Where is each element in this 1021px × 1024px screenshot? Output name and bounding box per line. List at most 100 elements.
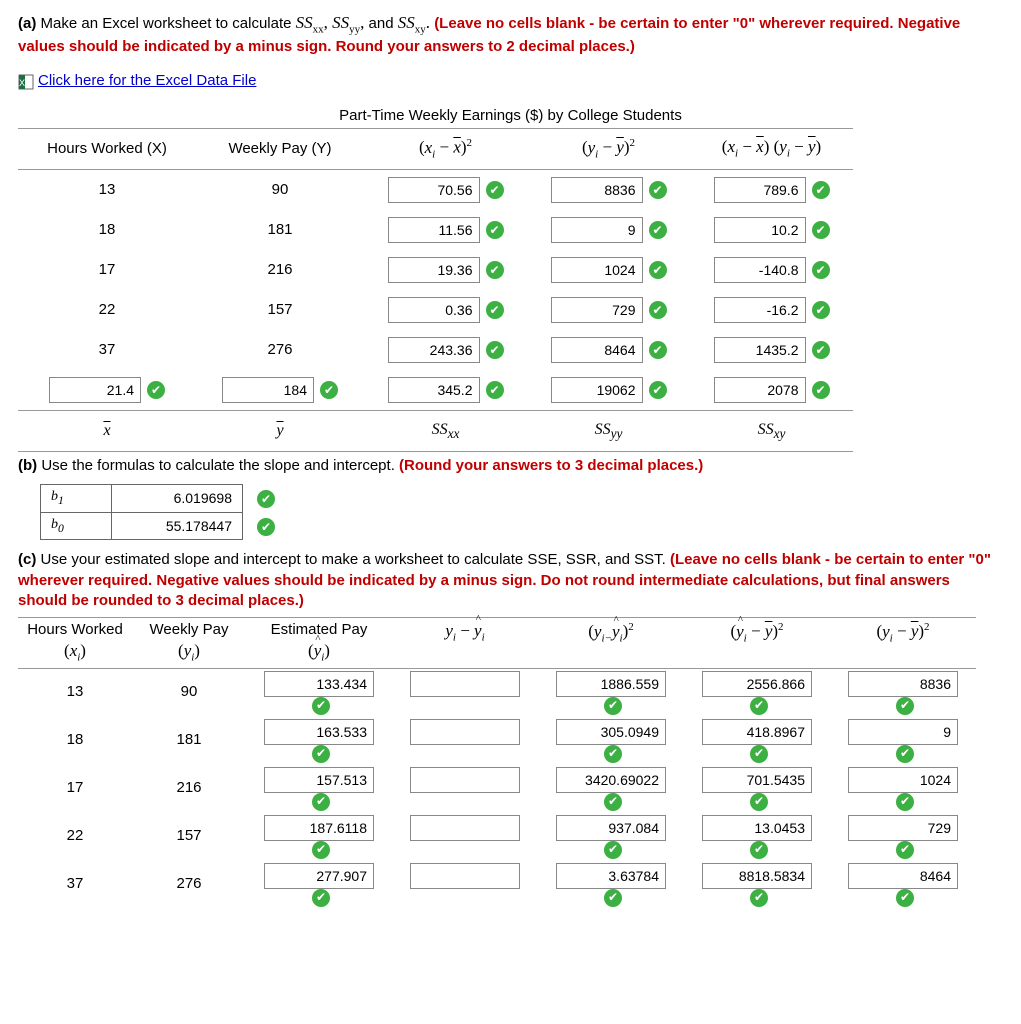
ssr-input[interactable]: 2556.866 xyxy=(702,671,812,697)
yy-input[interactable]: 8836 xyxy=(551,177,643,203)
table-row: 13 90 133.434✔ 1886.559✔ 2556.866✔ 8836✔ xyxy=(18,668,976,717)
c-h3: Estimated Pay(yi) xyxy=(246,618,392,668)
sse-input[interactable]: 937.084 xyxy=(556,815,666,841)
xx-input[interactable]: 19.36 xyxy=(388,257,480,283)
hdr-xy: (xi − x) (yi − y) xyxy=(690,128,853,169)
xy-input[interactable]: -16.2 xyxy=(714,297,806,323)
excel-link-text: Click here for the Excel Data File xyxy=(38,71,256,91)
yy-input[interactable]: 8464 xyxy=(551,337,643,363)
check-icon: ✔ xyxy=(486,341,504,359)
xy-input[interactable]: -140.8 xyxy=(714,257,806,283)
diff-input[interactable] xyxy=(410,767,520,793)
x-cell: 13 xyxy=(18,668,132,717)
check-icon: ✔ xyxy=(750,697,768,715)
sse-input[interactable]: 3.63784 xyxy=(556,863,666,889)
yhat-input[interactable]: 157.513 xyxy=(264,767,374,793)
excel-file-link[interactable]: X Click here for the Excel Data File xyxy=(18,71,256,91)
ssr-input[interactable]: 701.5435 xyxy=(702,767,812,793)
yhat-input[interactable]: 277.907 xyxy=(264,863,374,889)
check-icon: ✔ xyxy=(604,745,622,763)
ssxx-val[interactable]: 345.2 xyxy=(388,377,480,403)
b0-label: b0 xyxy=(41,512,112,540)
check-icon: ✔ xyxy=(896,889,914,907)
sst-input[interactable]: 8464 xyxy=(848,863,958,889)
ssxy-val[interactable]: 2078 xyxy=(714,377,806,403)
check-icon: ✔ xyxy=(812,181,830,199)
check-icon: ✔ xyxy=(812,301,830,319)
y-cell: 276 xyxy=(132,861,246,909)
ssr-input[interactable]: 8818.5834 xyxy=(702,863,812,889)
check-icon: ✔ xyxy=(312,889,330,907)
x-cell: 13 xyxy=(18,169,196,210)
yy-input[interactable]: 1024 xyxy=(551,257,643,283)
y-cell: 276 xyxy=(196,330,364,370)
check-icon: ✔ xyxy=(649,381,667,399)
diff-input[interactable] xyxy=(410,719,520,745)
sse-input[interactable]: 305.0949 xyxy=(556,719,666,745)
check-icon: ✔ xyxy=(750,793,768,811)
xbar-val[interactable]: 21.4 xyxy=(49,377,141,403)
table-row: 22 157 0.36 ✔ 729 ✔ -16.2 ✔ xyxy=(18,290,853,330)
check-icon: ✔ xyxy=(649,261,667,279)
sst-input[interactable]: 9 xyxy=(848,719,958,745)
check-icon: ✔ xyxy=(896,745,914,763)
check-icon: ✔ xyxy=(649,181,667,199)
sse-input[interactable]: 1886.559 xyxy=(556,671,666,697)
totals-row: 21.4✔ 184✔ 345.2✔ 19062✔ 2078✔ xyxy=(18,370,853,411)
check-icon: ✔ xyxy=(312,793,330,811)
check-icon: ✔ xyxy=(812,381,830,399)
table-row: 37 276 277.907✔ 3.63784✔ 8818.5834✔ 8464… xyxy=(18,861,976,909)
sse-input[interactable]: 3420.69022 xyxy=(556,767,666,793)
b1-val[interactable]: 6.019698 xyxy=(112,485,243,513)
ssyy-val[interactable]: 19062 xyxy=(551,377,643,403)
x-cell: 22 xyxy=(18,290,196,330)
c-h2: Weekly Pay(yi) xyxy=(132,618,246,668)
check-icon: ✔ xyxy=(486,261,504,279)
sst-input[interactable]: 729 xyxy=(848,815,958,841)
sst-input[interactable]: 8836 xyxy=(848,671,958,697)
check-icon: ✔ xyxy=(649,301,667,319)
diff-input[interactable] xyxy=(410,671,520,697)
yhat-input[interactable]: 133.434 xyxy=(264,671,374,697)
table-b: b16.019698✔ b055.178447✔ xyxy=(40,484,286,540)
xy-input[interactable]: 1435.2 xyxy=(714,337,806,363)
check-icon: ✔ xyxy=(604,889,622,907)
hdr-xx: (xi − x)2 xyxy=(364,128,527,169)
check-icon: ✔ xyxy=(312,697,330,715)
check-icon: ✔ xyxy=(812,341,830,359)
svg-text:X: X xyxy=(19,78,25,88)
b0-val[interactable]: 55.178447 xyxy=(112,512,243,540)
xx-input[interactable]: 0.36 xyxy=(388,297,480,323)
yhat-input[interactable]: 163.533 xyxy=(264,719,374,745)
check-icon: ✔ xyxy=(604,841,622,859)
xx-input[interactable]: 11.56 xyxy=(388,217,480,243)
check-icon: ✔ xyxy=(486,221,504,239)
xy-input[interactable]: 10.2 xyxy=(714,217,806,243)
xx-input[interactable]: 70.56 xyxy=(388,177,480,203)
hdr-yy: (yi − y)2 xyxy=(527,128,690,169)
x-cell: 18 xyxy=(18,210,196,250)
diff-input[interactable] xyxy=(410,815,520,841)
check-icon: ✔ xyxy=(604,793,622,811)
sst-input[interactable]: 1024 xyxy=(848,767,958,793)
check-icon: ✔ xyxy=(750,841,768,859)
yy-input[interactable]: 729 xyxy=(551,297,643,323)
xx-input[interactable]: 243.36 xyxy=(388,337,480,363)
c-h7: (yi − y)2 xyxy=(830,618,976,668)
check-icon: ✔ xyxy=(486,301,504,319)
b1-label: b1 xyxy=(41,485,112,513)
diff-input[interactable] xyxy=(410,863,520,889)
ssr-input[interactable]: 13.0453 xyxy=(702,815,812,841)
yhat-input[interactable]: 187.6118 xyxy=(264,815,374,841)
ssr-input[interactable]: 418.8967 xyxy=(702,719,812,745)
c-h1: Hours Worked(xi) xyxy=(18,618,132,668)
y-cell: 157 xyxy=(196,290,364,330)
x-cell: 37 xyxy=(18,861,132,909)
check-icon: ✔ xyxy=(896,697,914,715)
check-icon: ✔ xyxy=(486,181,504,199)
xy-input[interactable]: 789.6 xyxy=(714,177,806,203)
yy-input[interactable]: 9 xyxy=(551,217,643,243)
check-icon: ✔ xyxy=(896,793,914,811)
ybar-val[interactable]: 184 xyxy=(222,377,314,403)
table-row: 37 276 243.36✔ 8464✔ 1435.2✔ xyxy=(18,330,853,370)
